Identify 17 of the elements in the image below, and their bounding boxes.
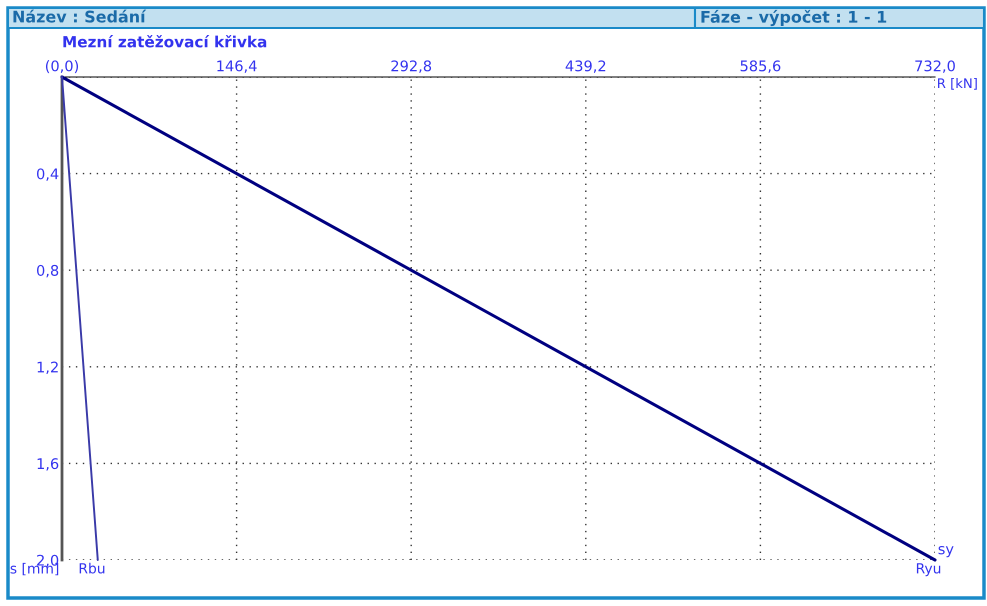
y-tick-label: 0,4	[36, 168, 58, 181]
x-tick-label: 146,4	[217, 60, 257, 73]
x-axis-title: R [kN]	[938, 78, 977, 90]
x-tick-label: 585,6	[740, 60, 780, 73]
y-tick-label: 1,6	[38, 458, 58, 471]
text: Název : Sedání	[13, 10, 146, 23]
text: Fáze - výpočet : 1 - 1	[701, 10, 886, 26]
x-tick-label: 439,2	[566, 60, 606, 73]
x-tick-label: 292,8	[391, 60, 432, 73]
series-label: Ryu	[916, 563, 940, 576]
series-label: Rbu	[80, 562, 104, 574]
y-tick-label: 0,8	[36, 264, 58, 278]
x-tick-label: 732,0	[915, 60, 955, 73]
y-tick-label: 1,2	[38, 362, 58, 374]
chart-title: Mezní zatěžovací křivka	[63, 35, 266, 48]
annotation: sy	[938, 546, 954, 558]
x-tick-label: (0,0)	[46, 60, 78, 74]
